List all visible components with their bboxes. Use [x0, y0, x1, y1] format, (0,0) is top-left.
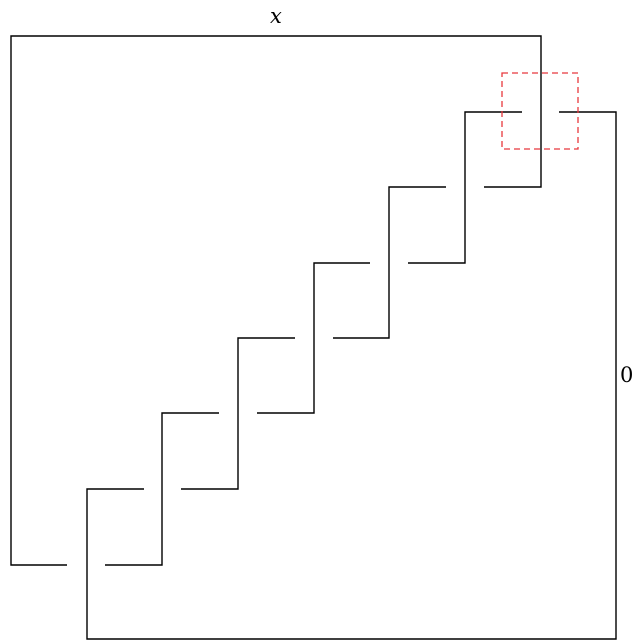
staircase-strand-c — [408, 111, 522, 264]
staircase-strand-a — [105, 412, 219, 566]
staircase-strand-b — [257, 262, 370, 414]
highlighted-crossing-box — [501, 72, 579, 150]
framing-label-zero: 0 — [620, 363, 634, 387]
framing-label-x: x — [270, 4, 282, 28]
return-strand — [86, 111, 617, 640]
outer-frame-strand — [10, 35, 542, 566]
staircase-strand-e — [333, 186, 446, 339]
staircase-strand-d — [181, 337, 295, 490]
